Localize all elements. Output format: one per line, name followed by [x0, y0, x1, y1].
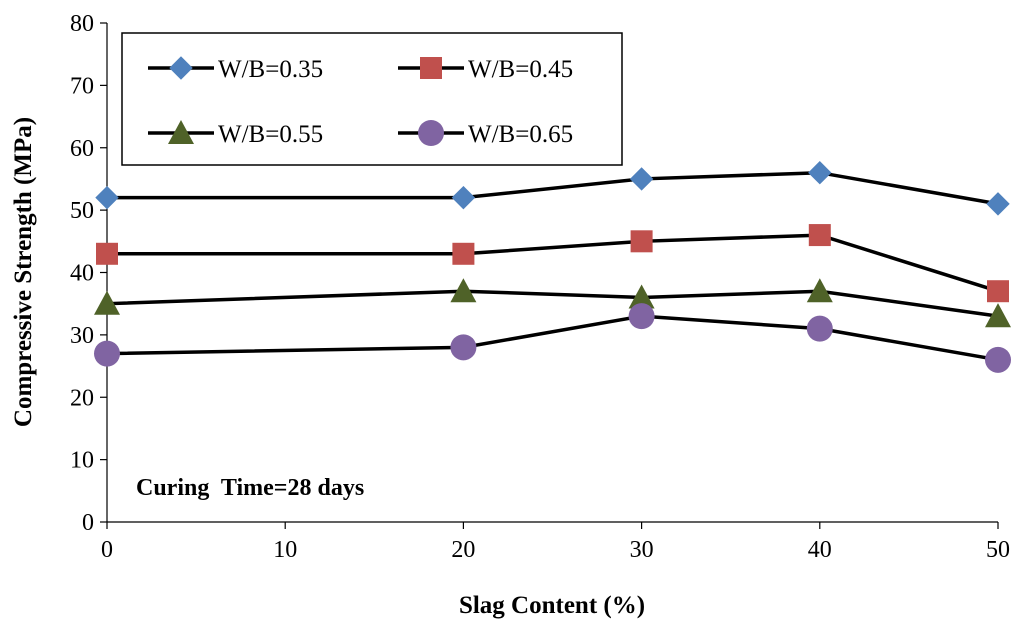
series-2-point: [96, 242, 118, 265]
series-2-point: [630, 230, 653, 253]
series-3-point: [450, 278, 477, 303]
x-tick-label: 20: [451, 537, 475, 563]
series-3-point: [94, 290, 120, 315]
series-1-point: [95, 185, 119, 210]
series-1-point: [629, 167, 654, 191]
y-tick-label: 50: [70, 198, 94, 224]
x-tick-label: 40: [808, 537, 832, 563]
legend: W/B=0.35 W/B=0.45 W/B=0.55 W/B=0.65: [121, 32, 623, 166]
series-4-point: [628, 303, 655, 330]
legend-entry-label: W/B=0.55: [218, 121, 323, 148]
legend-marker: [418, 120, 444, 146]
legend-box: [121, 32, 623, 166]
legend-marker: [168, 120, 194, 145]
legend-entry-label: W/B=0.35: [218, 56, 323, 83]
x-tick-label: 10: [273, 537, 297, 563]
y-tick-label: 70: [70, 73, 94, 99]
legend-entry-label: W/B=0.65: [468, 121, 573, 148]
series-1-point: [986, 192, 1010, 216]
series-1-point: [808, 160, 832, 185]
series-line-2: [107, 233, 999, 293]
series-4-point: [94, 340, 120, 367]
series-4-point: [806, 315, 833, 342]
series-2-point: [808, 224, 831, 247]
series-1-point: [451, 185, 476, 210]
legend-entry-label: W/B=0.45: [468, 56, 573, 83]
series-line-4: [106, 314, 999, 362]
legend-marker: [420, 57, 442, 79]
legend-marker: [169, 56, 193, 80]
annotation-curing-time: Curing Time=28 days: [136, 475, 364, 501]
tick-labels: 0 10 20 30 40 50 60 70 80 0 10 20 30 40 50: [70, 11, 1010, 563]
y-tick-label: 60: [70, 136, 94, 162]
y-tick-label: 20: [70, 385, 94, 411]
series-2-point: [987, 280, 1009, 303]
series-4-point: [450, 334, 477, 361]
axes: [100, 22, 999, 529]
series-3-point: [628, 284, 655, 309]
y-tick-label: 40: [70, 261, 94, 287]
x-tick-label: 30: [630, 537, 654, 563]
series-4-point: [985, 346, 1011, 373]
series-line-1: [107, 170, 999, 206]
series-2-point: [452, 242, 475, 265]
y-tick-label: 80: [70, 11, 94, 37]
y-tick-label: 0: [82, 510, 94, 536]
y-tick-label: 30: [70, 323, 94, 349]
series-3-point: [806, 278, 833, 303]
series-3-point: [985, 303, 1011, 328]
y-tick-label: 10: [70, 448, 94, 474]
x-tick-label: 0: [101, 537, 113, 563]
x-axis-title: Slag Content (%): [459, 592, 645, 619]
plot-area: [94, 160, 1011, 373]
y-axis-title: Compressive Strength (MPa): [10, 117, 37, 427]
series-line-3: [106, 289, 999, 318]
x-tick-label: 50: [986, 537, 1010, 563]
